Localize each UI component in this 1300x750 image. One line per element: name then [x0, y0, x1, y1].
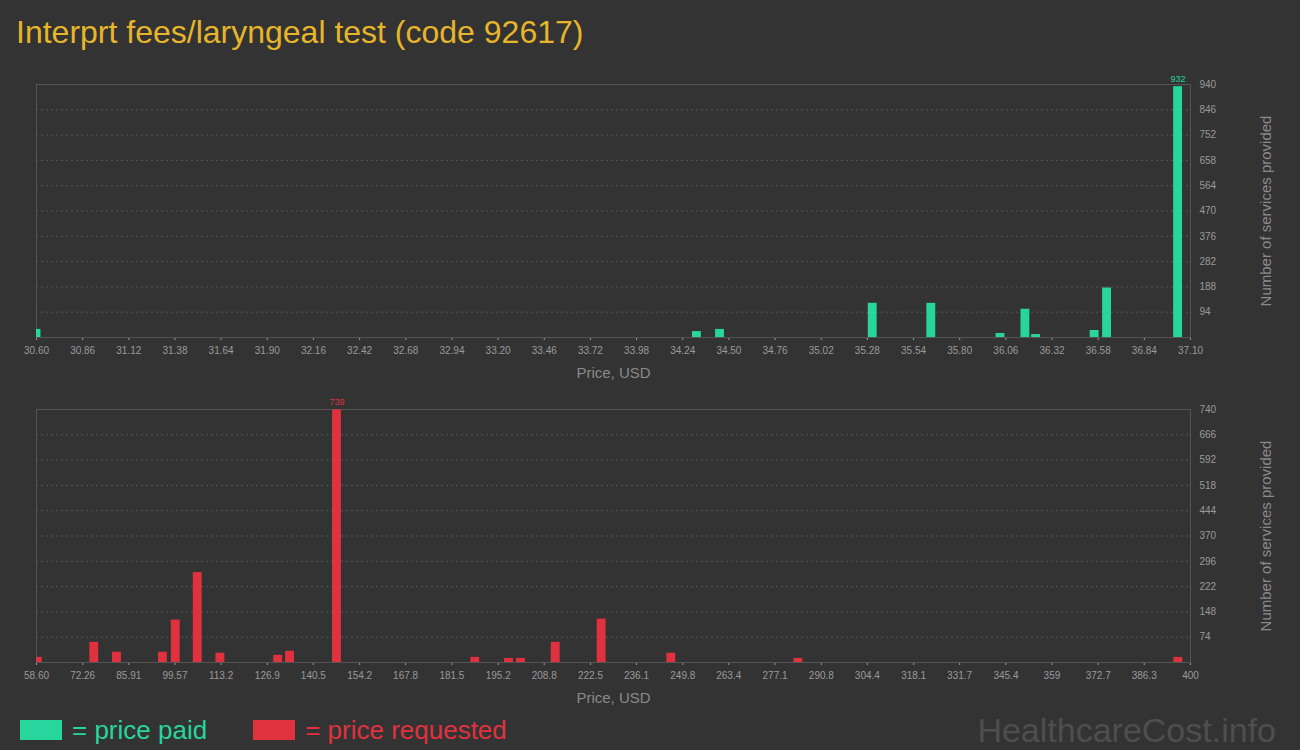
svg-text:35.02: 35.02	[809, 345, 834, 356]
html-text:HealthcareCost.info: HealthcareCost.info	[977, 711, 1276, 749]
svg-text:33.72: 33.72	[578, 345, 603, 356]
svg-text:94: 94	[1200, 306, 1212, 317]
svg-text:74: 74	[1200, 631, 1212, 642]
svg-text:359: 359	[1044, 670, 1061, 681]
svg-text:37.10: 37.10	[1178, 345, 1203, 356]
svg-text:140.5: 140.5	[301, 670, 326, 681]
svg-text:592: 592	[1200, 454, 1217, 465]
svg-text:148: 148	[1200, 606, 1217, 617]
svg-text:940: 940	[1200, 79, 1217, 90]
svg-text:31.64: 31.64	[209, 345, 234, 356]
svg-text:Price, USD: Price, USD	[576, 689, 650, 706]
svg-text:34.50: 34.50	[716, 345, 741, 356]
svg-text:666: 666	[1200, 429, 1217, 440]
svg-text:32.16: 32.16	[301, 345, 326, 356]
svg-text:33.98: 33.98	[624, 345, 649, 356]
svg-text:35.28: 35.28	[855, 345, 880, 356]
svg-text:518: 518	[1200, 480, 1217, 491]
svg-text:318.1: 318.1	[901, 670, 926, 681]
svg-text:236.1: 236.1	[624, 670, 649, 681]
svg-text:195.2: 195.2	[486, 670, 511, 681]
svg-text:372.7: 372.7	[1086, 670, 1111, 681]
svg-text:263.4: 263.4	[716, 670, 741, 681]
svg-text:282: 282	[1200, 256, 1217, 267]
svg-text:36.58: 36.58	[1086, 345, 1111, 356]
svg-text:167.8: 167.8	[393, 670, 418, 681]
svg-text:31.12: 31.12	[116, 345, 141, 356]
svg-text:36.32: 36.32	[1040, 345, 1065, 356]
svg-text:470: 470	[1200, 205, 1217, 216]
svg-text:32.94: 32.94	[439, 345, 464, 356]
svg-text:31.90: 31.90	[255, 345, 280, 356]
svg-text:36.06: 36.06	[993, 345, 1018, 356]
svg-text:31.38: 31.38	[162, 345, 187, 356]
svg-text:376: 376	[1200, 231, 1217, 242]
svg-text:658: 658	[1200, 155, 1217, 166]
svg-text:846: 846	[1200, 104, 1217, 115]
svg-text:740: 740	[1200, 404, 1217, 415]
svg-text:932: 932	[1171, 74, 1186, 84]
svg-text:154.2: 154.2	[347, 670, 372, 681]
svg-text:739: 739	[329, 397, 344, 407]
svg-text:113.2: 113.2	[209, 670, 234, 681]
svg-text:33.20: 33.20	[486, 345, 511, 356]
svg-text:370: 370	[1200, 530, 1217, 541]
svg-text:35.54: 35.54	[901, 345, 926, 356]
svg-text:58.60: 58.60	[24, 670, 49, 681]
svg-text:85.91: 85.91	[116, 670, 141, 681]
svg-text:290.8: 290.8	[809, 670, 834, 681]
svg-text:386.3: 386.3	[1132, 670, 1157, 681]
svg-text:345.4: 345.4	[993, 670, 1018, 681]
svg-text:249.8: 249.8	[670, 670, 695, 681]
svg-text:752: 752	[1200, 129, 1217, 140]
svg-text:208.8: 208.8	[532, 670, 557, 681]
svg-text:99.57: 99.57	[162, 670, 187, 681]
svg-text:33.46: 33.46	[532, 345, 557, 356]
svg-text:304.4: 304.4	[855, 670, 880, 681]
svg-text:331.7: 331.7	[947, 670, 972, 681]
html-text:= price paid: = price paid	[72, 714, 208, 745]
svg-text:Number of services provided: Number of services provided	[1257, 441, 1274, 632]
svg-text:Price, USD: Price, USD	[576, 364, 650, 381]
html-text:= price requested: = price requested	[305, 714, 507, 745]
svg-text:188: 188	[1200, 281, 1217, 292]
svg-text:72.26: 72.26	[70, 670, 95, 681]
svg-text:32.42: 32.42	[347, 345, 372, 356]
svg-text:400: 400	[1182, 670, 1199, 681]
svg-text:34.76: 34.76	[763, 345, 788, 356]
svg-text:444: 444	[1200, 505, 1217, 516]
svg-text:222.5: 222.5	[578, 670, 603, 681]
svg-text:36.84: 36.84	[1132, 345, 1157, 356]
svg-text:181.5: 181.5	[439, 670, 464, 681]
svg-text:222: 222	[1200, 581, 1217, 592]
svg-text:296: 296	[1200, 556, 1217, 567]
svg-text:35.80: 35.80	[947, 345, 972, 356]
svg-text:Number of services provided: Number of services provided	[1257, 116, 1274, 307]
svg-text:34.24: 34.24	[670, 345, 695, 356]
svg-text:30.86: 30.86	[70, 345, 95, 356]
svg-text:564: 564	[1200, 180, 1217, 191]
svg-text:30.60: 30.60	[24, 345, 49, 356]
svg-text:126.9: 126.9	[255, 670, 280, 681]
svg-text:277.1: 277.1	[763, 670, 788, 681]
html-text:Interprt fees/laryngeal test (: Interprt fees/laryngeal test (code 92617…	[16, 14, 584, 50]
svg-text:32.68: 32.68	[393, 345, 418, 356]
